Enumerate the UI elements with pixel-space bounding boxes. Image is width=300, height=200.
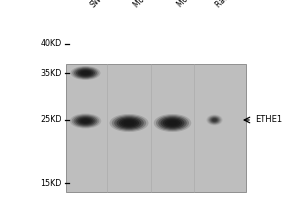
Ellipse shape — [70, 114, 101, 129]
Ellipse shape — [156, 115, 189, 131]
Ellipse shape — [110, 114, 148, 132]
Text: 40KD: 40KD — [40, 40, 62, 48]
Ellipse shape — [72, 114, 99, 128]
Ellipse shape — [116, 117, 142, 129]
Text: 15KD: 15KD — [40, 178, 62, 188]
Ellipse shape — [81, 71, 90, 75]
Ellipse shape — [75, 116, 96, 126]
Ellipse shape — [211, 118, 218, 122]
Ellipse shape — [74, 68, 97, 78]
Ellipse shape — [210, 117, 219, 123]
Ellipse shape — [70, 66, 101, 80]
Ellipse shape — [209, 116, 220, 124]
Ellipse shape — [114, 116, 144, 130]
Ellipse shape — [79, 118, 92, 124]
Ellipse shape — [154, 114, 191, 132]
Ellipse shape — [78, 69, 93, 77]
Ellipse shape — [207, 115, 222, 125]
Text: Mouse liver: Mouse liver — [132, 0, 170, 9]
Text: Mouse kidney: Mouse kidney — [176, 0, 219, 9]
Ellipse shape — [112, 115, 146, 131]
Ellipse shape — [160, 117, 184, 129]
Ellipse shape — [212, 118, 217, 122]
Ellipse shape — [81, 119, 90, 123]
Ellipse shape — [208, 116, 221, 124]
Ellipse shape — [158, 116, 187, 130]
Text: Rat liver: Rat liver — [214, 0, 244, 9]
Text: ETHE1: ETHE1 — [255, 116, 282, 124]
Ellipse shape — [124, 120, 134, 126]
Ellipse shape — [80, 70, 92, 76]
Ellipse shape — [121, 119, 137, 127]
Text: 35KD: 35KD — [40, 68, 62, 77]
Ellipse shape — [77, 117, 94, 125]
Ellipse shape — [72, 67, 99, 79]
Ellipse shape — [163, 118, 182, 128]
Ellipse shape — [167, 120, 178, 126]
Ellipse shape — [165, 119, 180, 127]
Text: SW480: SW480 — [88, 0, 114, 9]
Ellipse shape — [76, 69, 95, 77]
Ellipse shape — [119, 118, 139, 128]
Bar — [66, 64, 246, 192]
Ellipse shape — [206, 114, 223, 126]
Ellipse shape — [74, 115, 98, 127]
Text: 25KD: 25KD — [40, 116, 62, 124]
